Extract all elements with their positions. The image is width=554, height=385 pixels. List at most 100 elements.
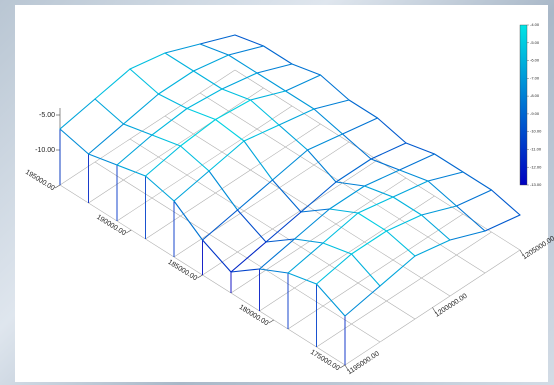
surface-edge	[287, 272, 318, 285]
surface-edge	[122, 93, 160, 125]
colorbar-tick-label: -12.00	[530, 164, 542, 169]
surface-edge	[293, 238, 324, 244]
surface-edge	[344, 285, 381, 317]
surface-edge	[357, 196, 394, 214]
surface-edge	[87, 153, 118, 166]
surface-edge	[173, 200, 204, 241]
surface-edge	[350, 253, 381, 287]
surface-edge	[249, 99, 280, 126]
surface-edge	[243, 140, 274, 181]
surface-edge	[116, 134, 153, 166]
surface-edge	[319, 74, 350, 101]
colorbar-tick-label: -5.00	[530, 40, 540, 45]
surface-edge	[392, 196, 423, 216]
surface-edge	[249, 90, 287, 101]
surface-edge	[256, 72, 287, 92]
surface-edge	[214, 99, 252, 121]
surface-edge	[405, 142, 436, 155]
surface-edge	[420, 214, 451, 241]
surface-edge	[427, 171, 464, 182]
base-grid-line	[173, 141, 350, 258]
surface-edge	[420, 205, 458, 216]
colorbar-tick-label: -13.00	[530, 182, 542, 187]
surface-edge	[227, 54, 258, 74]
x-tick	[54, 184, 61, 189]
surface-edge	[455, 205, 486, 232]
surface-edge	[258, 238, 296, 270]
surface-edge	[484, 214, 521, 232]
surface-edge	[341, 133, 372, 160]
surface-edge	[157, 70, 195, 95]
surface-edge	[221, 88, 252, 101]
surface-edge	[392, 180, 429, 198]
surface-edge	[157, 93, 188, 110]
y-tick	[519, 249, 524, 256]
surface-edge	[322, 212, 359, 244]
surface-edge	[455, 189, 493, 207]
surface-edge	[335, 158, 372, 183]
base-grid-line	[129, 138, 416, 320]
base-grid-line	[88, 87, 264, 204]
colorbar-bar	[519, 24, 528, 186]
colorbar-tick-label: -6.00	[530, 58, 540, 63]
surface-edge	[271, 149, 309, 181]
base-grid-line	[259, 195, 435, 312]
surface-edge	[192, 54, 230, 72]
surface-edge	[328, 208, 359, 214]
surface-edge	[256, 63, 293, 74]
surface-edge	[164, 52, 195, 72]
surface-edge	[287, 242, 324, 274]
y-tick	[344, 364, 349, 371]
colorbar: -4.00 -5.00 -6.00 -7.00 -8.00 -9.00 -10.00 -11.…	[519, 22, 542, 187]
surface-edge	[284, 74, 322, 92]
surface-edge	[306, 149, 337, 183]
surface-edge	[348, 99, 379, 119]
colorbar-tick-label: -7.00	[530, 75, 540, 80]
surface-edge	[398, 169, 429, 182]
surface-edge	[199, 34, 236, 45]
surface-edge	[221, 72, 258, 90]
surface-edge	[306, 133, 344, 151]
surface-edge	[87, 123, 125, 155]
base-grid-line	[316, 231, 492, 348]
x-tick	[126, 229, 132, 234]
surface-edge	[350, 230, 388, 255]
surface-edge	[265, 238, 296, 243]
surface-edge	[227, 45, 265, 56]
surface-edge	[315, 253, 353, 285]
surface-edge	[236, 209, 267, 243]
base-grid-line	[287, 213, 464, 330]
surface-edge	[370, 158, 401, 171]
surface-edge	[379, 255, 416, 287]
z-tick-label: -10.00	[35, 147, 55, 154]
colorbar-tick-label: -4.00	[530, 22, 540, 27]
surface-edge	[300, 208, 331, 213]
surface-edge	[129, 52, 166, 70]
surface-edge	[214, 118, 245, 142]
surface-edge	[94, 98, 125, 125]
surface-edge	[230, 241, 267, 273]
surface-edge	[370, 142, 407, 160]
x-tick	[268, 319, 274, 324]
x-tick	[197, 274, 203, 279]
surface-edge	[59, 128, 90, 155]
surface-edge	[186, 88, 223, 110]
surface-edge	[427, 180, 458, 207]
colorbar-tick-label: -9.00	[530, 111, 540, 116]
surface-edge	[173, 170, 210, 202]
surface-edge	[179, 145, 210, 172]
surface-edge	[300, 181, 337, 213]
surface-edge	[59, 98, 96, 130]
surface-edge	[490, 189, 521, 216]
surface-edge	[398, 153, 436, 171]
surface-edge	[385, 230, 416, 257]
plot-panel	[15, 5, 548, 382]
surface-edge	[376, 117, 407, 144]
surface-edge	[363, 185, 394, 198]
surface-edge	[144, 175, 175, 202]
surface-edge	[313, 99, 350, 110]
surface-edge	[186, 107, 217, 121]
base-grid-line	[94, 161, 381, 343]
